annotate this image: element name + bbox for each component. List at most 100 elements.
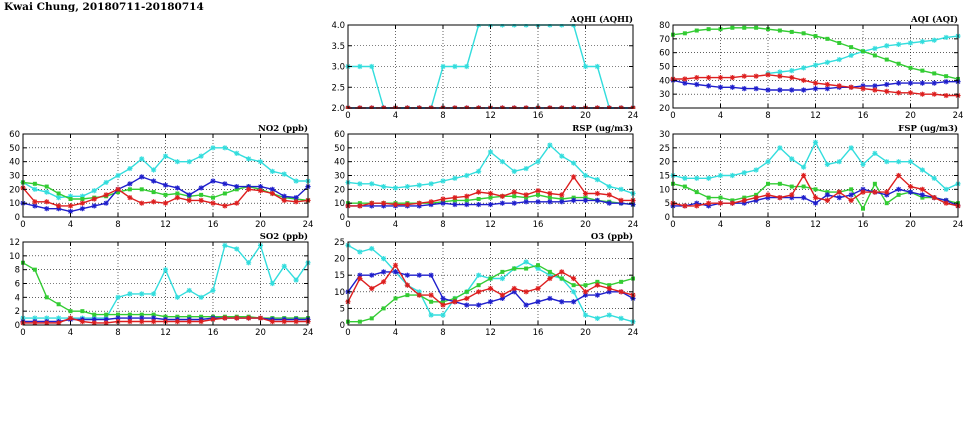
x-tick-label: 16	[858, 220, 869, 230]
data-point-red	[765, 72, 771, 78]
data-point-blue	[222, 181, 228, 187]
data-point-blue	[91, 203, 97, 209]
data-point-green	[583, 283, 588, 288]
data-point-blue	[210, 178, 216, 184]
x-tick-label: 0	[20, 328, 25, 338]
data-point-cyan	[357, 249, 363, 255]
data-point-blue	[860, 83, 866, 89]
chart-title: NO2 (ppb)	[258, 123, 308, 134]
data-point-blue	[535, 199, 541, 205]
data-point-red	[210, 316, 216, 323]
data-point-red	[594, 282, 600, 288]
data-point-cyan	[79, 193, 85, 199]
data-point-red	[115, 186, 121, 192]
data-point-cyan	[210, 145, 216, 151]
data-point-cyan	[848, 52, 854, 59]
data-point-green	[393, 296, 398, 301]
data-point-cyan	[499, 275, 505, 282]
data-point-green	[116, 190, 120, 195]
data-point-cyan	[222, 145, 228, 151]
chart-o3: 0 4 8 12 16 20 24 0 5 10 15 20 25 O3 (ppb)	[334, 231, 638, 338]
data-point-blue	[717, 84, 724, 90]
data-point-red	[269, 318, 275, 325]
data-point-green	[234, 187, 239, 192]
data-point-red	[907, 183, 914, 190]
data-point-blue	[753, 86, 759, 92]
data-point-green	[849, 45, 854, 50]
data-point-cyan	[234, 150, 240, 156]
data-point-red	[682, 76, 688, 82]
data-point-blue	[79, 206, 85, 212]
data-point-cyan	[269, 168, 275, 174]
data-point-blue	[381, 203, 387, 209]
x-tick-label: 0	[670, 111, 675, 121]
data-point-cyan	[381, 183, 387, 190]
y-tick-label: 10	[334, 199, 345, 209]
data-point-red	[151, 199, 157, 205]
data-point-red	[369, 285, 375, 292]
data-point-blue	[476, 302, 482, 308]
data-point-red	[198, 197, 204, 203]
data-point-cyan	[44, 189, 50, 195]
y-tick-label: 8	[15, 266, 20, 276]
data-point-cyan	[919, 39, 925, 45]
data-point-green	[92, 312, 97, 317]
data-point-cyan	[281, 263, 287, 269]
data-point-green	[777, 28, 782, 33]
x-tick-label: 20	[580, 111, 591, 121]
data-point-cyan	[801, 65, 807, 71]
data-point-red	[32, 320, 38, 326]
data-point-red	[559, 269, 565, 275]
data-point-cyan	[523, 259, 529, 265]
data-point-cyan	[440, 178, 446, 184]
x-tick-label: 16	[533, 111, 544, 121]
x-tick-label: 24	[953, 111, 964, 121]
data-point-cyan	[162, 153, 169, 159]
data-point-blue	[907, 189, 914, 195]
data-point-blue	[682, 80, 688, 86]
chart-title: O3 (ppb)	[591, 231, 633, 242]
data-point-cyan	[884, 159, 890, 165]
data-point-green	[766, 27, 770, 32]
data-point-green	[920, 195, 925, 200]
data-point-red	[56, 203, 62, 209]
data-point-cyan	[931, 175, 937, 181]
y-tick-label: 30	[659, 90, 670, 100]
data-point-green	[766, 181, 770, 186]
data-point-red	[79, 200, 85, 206]
data-point-blue	[428, 201, 434, 208]
data-point-cyan	[559, 153, 565, 159]
data-point-red	[801, 77, 807, 83]
data-point-cyan	[476, 272, 482, 278]
y-tick-label: 15	[659, 172, 670, 182]
data-point-cyan	[606, 183, 612, 190]
data-point-red	[694, 74, 700, 81]
data-point-green	[464, 198, 469, 203]
data-point-red	[741, 197, 747, 203]
data-point-cyan	[440, 63, 446, 70]
data-point-cyan	[618, 315, 624, 321]
data-point-blue	[198, 185, 204, 191]
data-point-red	[357, 203, 363, 209]
x-tick-label: 8	[765, 111, 770, 121]
data-point-cyan	[487, 149, 494, 155]
data-point-green	[559, 197, 564, 202]
data-point-red	[210, 200, 216, 206]
data-point-blue	[440, 200, 446, 206]
y-tick-label: 60	[334, 130, 345, 140]
data-point-red	[381, 200, 387, 206]
y-tick-label: 20	[334, 185, 345, 195]
data-point-blue	[67, 208, 74, 215]
series-group	[20, 145, 311, 215]
data-point-red	[836, 189, 842, 195]
data-point-green	[706, 195, 711, 200]
data-point-cyan	[369, 246, 375, 252]
data-point-blue	[741, 200, 747, 206]
data-point-blue	[174, 185, 180, 191]
data-point-blue	[127, 181, 133, 187]
data-point-blue	[824, 86, 830, 92]
data-point-red	[392, 262, 399, 268]
y-tick-label: 2	[15, 307, 20, 317]
data-point-green	[861, 206, 865, 211]
